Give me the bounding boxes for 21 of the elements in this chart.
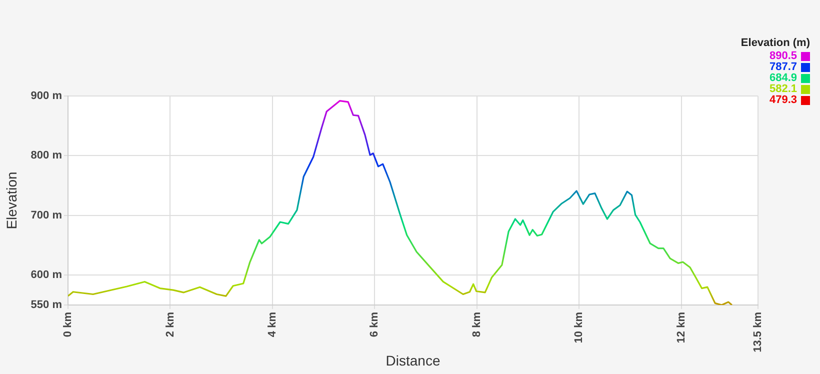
x-tick-label: 2 km [164, 312, 176, 338]
y-tick-label: 600 m [30, 269, 62, 282]
x-tick-label: 12 km [675, 312, 688, 344]
y-tick-label: 700 m [30, 209, 62, 222]
color-bar-label: 479.3 [769, 94, 797, 106]
color-bar-title: Elevation (m) [740, 37, 810, 49]
color-bar-label: 582.1 [769, 83, 797, 95]
color-bar-label: 684.9 [769, 72, 797, 84]
x-tick-label: 13.5 km [752, 312, 764, 352]
x-tick-label: 6 km [368, 312, 381, 338]
x-tick-label: 4 km [266, 312, 278, 338]
y-axis-title: Elevation [3, 172, 20, 230]
y-tick-label: 800 m [30, 150, 62, 162]
x-tick-label: 10 km [573, 312, 586, 344]
x-tick-label: 8 km [470, 312, 483, 338]
x-tick-label: 0 km [62, 312, 74, 338]
color-bar-label: 787.7 [769, 61, 797, 73]
y-tick-label: 550 m [30, 299, 62, 312]
x-axis-title: Distance [386, 352, 440, 368]
y-tick-label: 900 m [30, 90, 62, 102]
color-bar-label: 890.5 [769, 50, 797, 62]
